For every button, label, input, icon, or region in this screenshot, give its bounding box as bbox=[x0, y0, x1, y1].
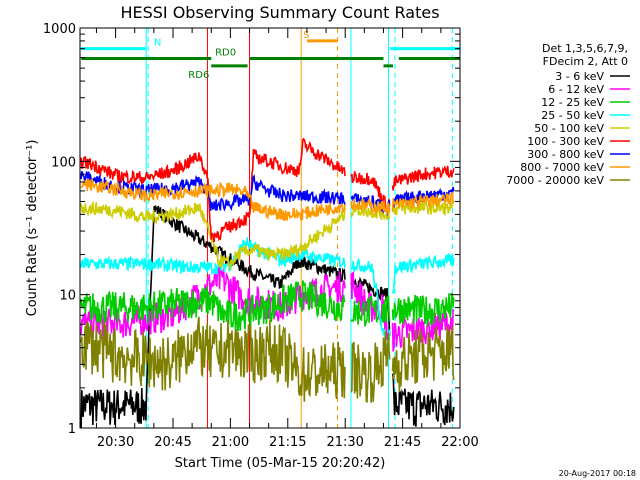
x-tick-label: 20:30 bbox=[97, 435, 134, 450]
flag-label-2: RD0 bbox=[215, 48, 236, 59]
series-line-7 bbox=[80, 178, 455, 222]
series-line-3 bbox=[80, 237, 455, 360]
y-tick-label: 1000 bbox=[43, 22, 76, 37]
legend-label: 25 - 50 keV bbox=[541, 109, 604, 122]
legend-label: 6 - 12 keV bbox=[548, 83, 604, 96]
plot-area: N S RD0 RD6 bbox=[79, 28, 460, 429]
x-tick-label: 21:45 bbox=[384, 435, 421, 450]
legend-label: 300 - 800 keV bbox=[527, 148, 604, 161]
series-line-2 bbox=[80, 280, 455, 332]
plot-frame bbox=[79, 27, 461, 429]
y-tick-label: 10 bbox=[59, 289, 76, 304]
chart-title: HESSI Observing Summary Count Rates bbox=[120, 3, 439, 22]
series-line-5 bbox=[80, 137, 455, 243]
legend-label: 3 - 6 keV bbox=[555, 70, 604, 83]
y-axis-label: Count Rate (s⁻¹ detector⁻¹) bbox=[25, 140, 40, 317]
legend-label: 100 - 300 keV bbox=[527, 135, 604, 148]
legend-label: 7000 - 20000 keV bbox=[506, 174, 604, 187]
y-tick-label: 100 bbox=[51, 155, 76, 170]
legend-header: Det 1,3,5,6,7,9, bbox=[542, 42, 628, 55]
legend-label: 800 - 7000 keV bbox=[520, 161, 604, 174]
legend-header: FDecim 2, Att 0 bbox=[543, 55, 628, 68]
x-tick-label: 20:45 bbox=[154, 435, 191, 450]
x-tick-label: 21:00 bbox=[212, 435, 249, 450]
legend: Det 1,3,5,6,7,9,FDecim 2, Att 0 3 - 6 keV… bbox=[506, 42, 630, 187]
legend-label: 12 - 25 keV bbox=[541, 96, 604, 109]
footer-date: 20-Aug-2017 00:18 bbox=[559, 469, 636, 478]
axes: 1 10 100 1000 20:30 20:45 21:00 21:15 21:30 21:45… bbox=[43, 22, 479, 450]
series-line-8 bbox=[80, 316, 455, 404]
y-tick-label: 1 bbox=[68, 422, 76, 437]
flag-label-1: S bbox=[303, 30, 309, 41]
x-axis-label: Start Time (05-Mar-15 20:20:42) bbox=[175, 456, 386, 471]
x-tick-label: 21:15 bbox=[269, 435, 306, 450]
legend-label: 50 - 100 keV bbox=[534, 122, 604, 135]
x-tick-label: 22:00 bbox=[441, 435, 478, 450]
flag-label-3: RD6 bbox=[188, 70, 209, 81]
x-tick-label: 21:30 bbox=[326, 435, 363, 450]
flag-label-0: N bbox=[154, 38, 161, 49]
